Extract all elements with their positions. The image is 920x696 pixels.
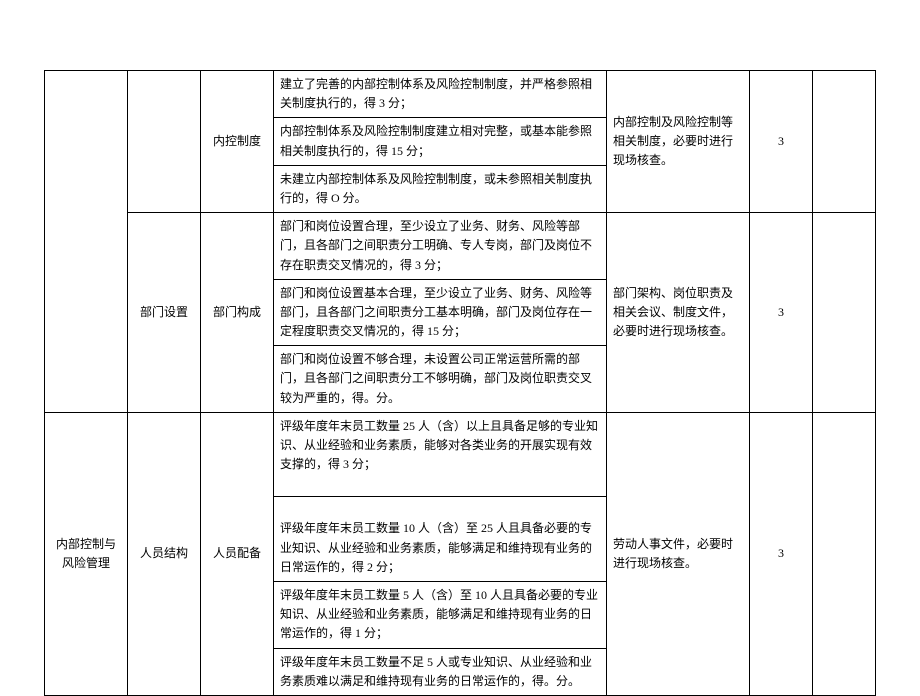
cell-category-c: 内部控制与风险管理 bbox=[45, 412, 128, 695]
table-row: 部门设置 部门构成 部门和岗位设置合理，至少设立了业务、财务、风险等部门，且各部… bbox=[45, 213, 876, 280]
cell-col2-a bbox=[128, 71, 201, 213]
cell-criteria: 评级年度年末员工数量 5 人（含）至 10 人且具备必要的专业知识、从业经验和业… bbox=[274, 581, 607, 648]
cell-criteria: 内部控制体系及风险控制制度建立相对完整，或基本能参照相关制度执行的，得 15 分… bbox=[274, 118, 607, 165]
cell-criteria: 建立了完善的内部控制体系及风险控制制度，并严格参照相关制度执行的，得 3 分； bbox=[274, 71, 607, 118]
cell-basis-b: 部门架构、岗位职责及相关会议、制度文件，必要时进行现场核查。 bbox=[607, 213, 750, 413]
cell-score-b: 3 bbox=[750, 213, 813, 413]
cell-criteria: 部门和岗位设置不够合理，未设置公司正常运营所需的部门，且各部门之间职责分工不够明… bbox=[274, 346, 607, 413]
cell-col2-c: 人员结构 bbox=[128, 412, 201, 695]
cell-col3-c: 人员配备 bbox=[201, 412, 274, 695]
cell-criteria: 部门和岗位设置基本合理，至少设立了业务、财务、风险等部门，且各部门之间职责分工基… bbox=[274, 279, 607, 346]
cell-score-c: 3 bbox=[750, 412, 813, 695]
cell-blank-col1 bbox=[45, 71, 128, 413]
cell-blank-col7 bbox=[813, 412, 876, 695]
cell-col3-b: 部门构成 bbox=[201, 213, 274, 413]
cell-basis-c: 劳动人事文件，必要时进行现场核查。 bbox=[607, 412, 750, 695]
cell-criteria: 评级年度年末员工数量不足 5 人或专业知识、从业经验和业务素质难以满足和维持现有… bbox=[274, 648, 607, 695]
cell-col2-b: 部门设置 bbox=[128, 213, 201, 413]
table-row: 内控制度 建立了完善的内部控制体系及风险控制制度，并严格参照相关制度执行的，得 … bbox=[45, 71, 876, 118]
cell-basis-a: 内部控制及风险控制等相关制度，必要时进行现场核查。 bbox=[607, 71, 750, 213]
document-page: 内控制度 建立了完善的内部控制体系及风险控制制度，并严格参照相关制度执行的，得 … bbox=[0, 0, 920, 651]
cell-blank-col7 bbox=[813, 213, 876, 413]
cell-blank-col7 bbox=[813, 71, 876, 213]
cell-score-a: 3 bbox=[750, 71, 813, 213]
cell-criteria: 部门和岗位设置合理，至少设立了业务、财务、风险等部门，且各部门之间职责分工明确、… bbox=[274, 213, 607, 280]
cell-criteria: 未建立内部控制体系及风险控制制度，或未参照相关制度执行的，得 O 分。 bbox=[274, 165, 607, 212]
cell-criteria: 评级年度年末员工数量 25 人（含）以上且具备足够的专业知识、从业经验和业务素质… bbox=[274, 412, 607, 497]
table-row: 内部控制与风险管理 人员结构 人员配备 评级年度年末员工数量 25 人（含）以上… bbox=[45, 412, 876, 497]
cell-criteria: 评级年度年末员工数量 10 人（含）至 25 人且具备必要的专业知识、从业经验和… bbox=[274, 497, 607, 582]
cell-col3-a: 内控制度 bbox=[201, 71, 274, 213]
evaluation-table: 内控制度 建立了完善的内部控制体系及风险控制制度，并严格参照相关制度执行的，得 … bbox=[44, 70, 876, 696]
